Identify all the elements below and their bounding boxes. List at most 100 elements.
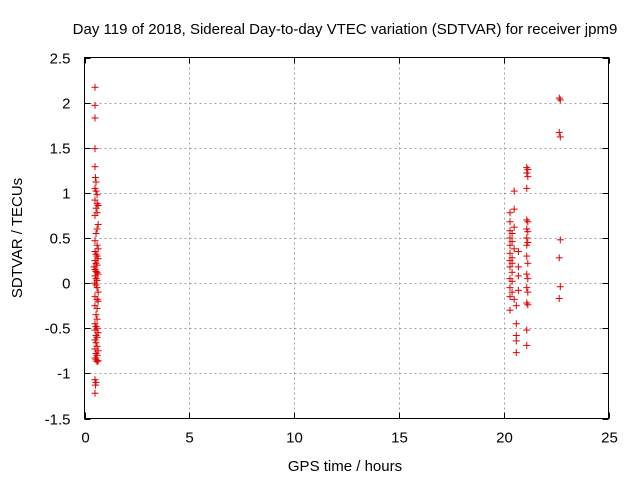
data-point [508,229,516,237]
data-point [523,299,531,307]
axis-ticks [84,57,610,420]
data-point [94,255,102,263]
data-point [512,302,520,310]
data-point [506,306,514,314]
data-point [514,263,522,271]
data-point [523,216,531,224]
data-point [555,128,563,136]
data-point [92,250,100,258]
data-point [556,283,564,291]
data-point [510,245,518,253]
data-point [92,178,100,186]
data-point [93,225,101,233]
data-point [524,301,532,309]
data-point [506,263,514,271]
data-point [93,261,101,269]
data-point [93,241,101,249]
data-point [506,241,514,249]
data-point [91,114,99,122]
data-point [91,237,99,245]
data-point [524,259,532,267]
data-point [506,209,514,217]
y-tick-label: 1.5 [50,141,71,158]
data-point [93,358,101,366]
data-point [524,228,532,236]
data-point [514,248,522,256]
data-point [523,341,531,349]
data-point [556,96,564,104]
data-point [94,288,102,296]
data-point [506,218,514,226]
x-tick-label: 5 [185,430,193,447]
data-point [92,350,100,358]
data-point [524,173,532,181]
data-point [92,339,100,347]
data-point [94,297,102,305]
data-point [523,270,531,278]
data-point [93,304,101,312]
data-point [93,284,101,292]
data-point [93,315,101,323]
data-point [510,223,518,231]
data-point [94,270,102,278]
data-point [510,205,518,213]
data-point [556,133,564,141]
data-point [92,311,100,319]
data-point [523,241,531,249]
data-point [91,163,99,171]
y-tick-label: 0.5 [50,231,71,248]
y-tick-label: -1 [57,366,70,383]
data-point [91,83,99,91]
data-point [94,220,102,228]
data-point [506,234,514,242]
data-point [510,187,518,195]
x-axis-label: GPS time / hours [288,458,402,475]
data-point [523,184,531,192]
y-tick-label: -1.5 [45,412,71,429]
data-point [92,322,100,330]
data-point [514,286,522,294]
x-tick-label: 25 [601,430,618,447]
data-point [93,191,101,199]
data-point [91,101,99,109]
data-point [506,293,514,301]
data-point [524,288,532,296]
data-point [92,331,100,339]
data-point [508,238,516,246]
gridlines [84,57,609,419]
data-point [512,349,520,357]
data-point [508,288,516,296]
x-tick-label: 15 [391,430,408,447]
data-point [92,204,100,212]
data-point [555,254,563,262]
data-points [90,83,564,397]
data-point [91,211,99,219]
data-point [92,187,100,195]
data-point [94,357,102,365]
data-point [524,218,532,226]
data-point [91,174,99,182]
data-point [92,259,100,267]
y-tick-label: 2.5 [50,51,71,68]
y-tick-label: 2 [62,96,70,113]
data-point [506,284,514,292]
x-tick-label: 0 [81,430,89,447]
data-point [510,295,518,303]
data-point [91,381,99,389]
data-point [555,294,563,302]
data-point [91,389,99,397]
data-point [512,337,520,345]
data-point [508,268,516,276]
data-point [506,249,514,257]
data-point [508,277,516,285]
y-tick-label: 1 [62,186,70,203]
y-axis-label: SDTVAR / TECUs [9,178,26,298]
data-point [91,196,99,204]
data-point [523,169,531,177]
data-point [512,320,520,328]
data-point [514,272,522,280]
data-point [93,200,101,208]
data-point [92,229,100,237]
data-point [523,284,531,292]
